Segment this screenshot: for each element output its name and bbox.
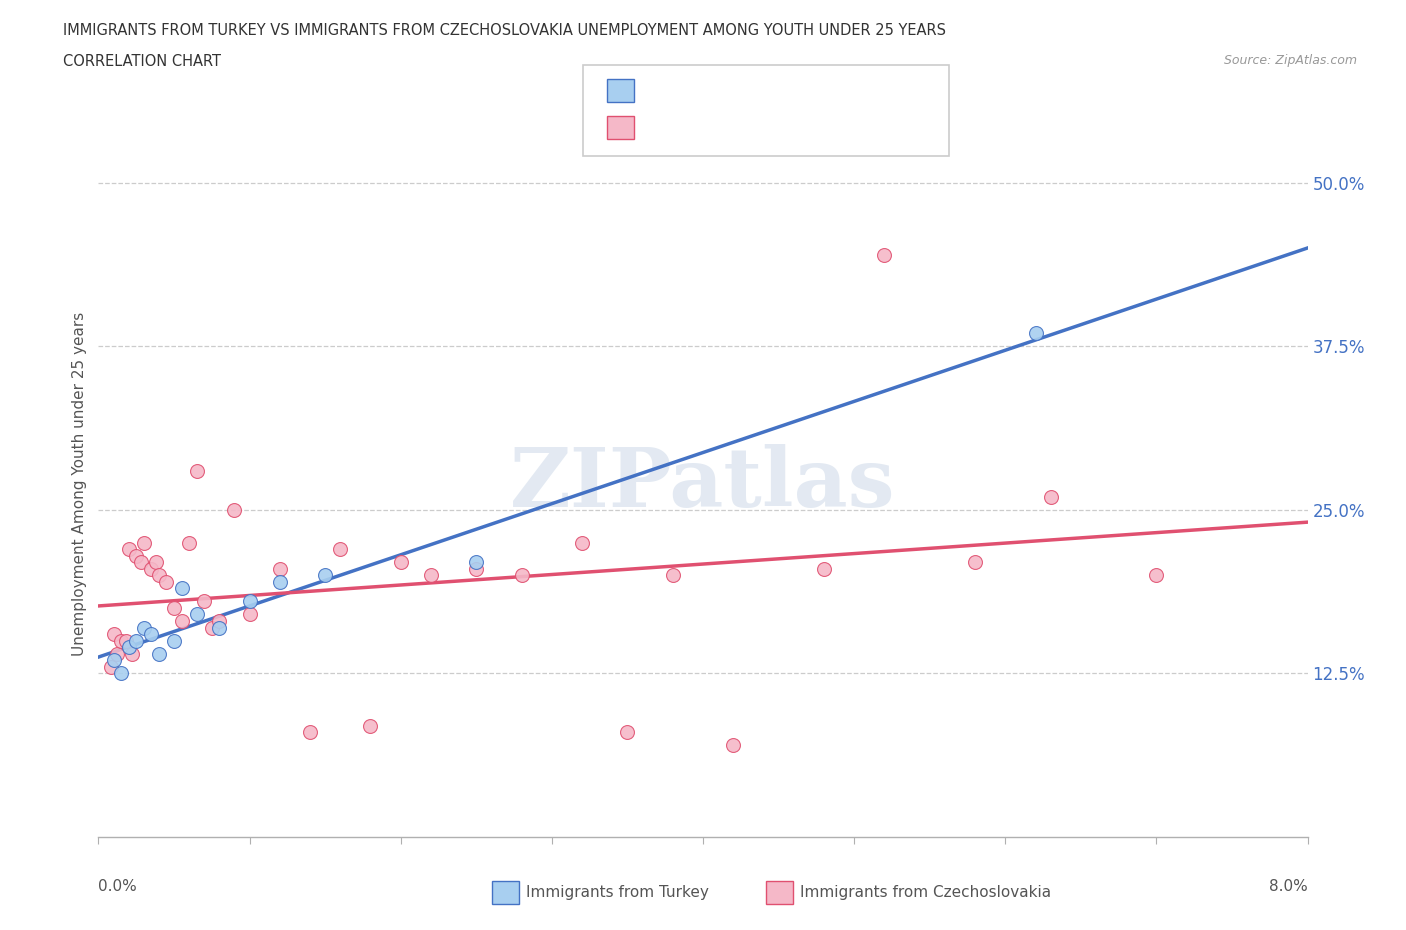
Point: [110, 666, 132, 681]
Point: [186, 463, 208, 478]
Point: [873, 247, 896, 262]
Point: [114, 633, 136, 648]
Text: R =: R =: [644, 81, 681, 100]
Text: CORRELATION CHART: CORRELATION CHART: [63, 54, 221, 69]
Point: [103, 653, 125, 668]
Text: N =: N =: [752, 81, 789, 100]
Point: [170, 614, 193, 629]
Point: [239, 594, 262, 609]
Text: 0.0%: 0.0%: [98, 880, 138, 895]
Text: 0.201: 0.201: [678, 118, 730, 137]
Point: [100, 659, 122, 674]
Point: [298, 724, 321, 739]
Point: [110, 633, 132, 648]
Point: [329, 541, 352, 556]
Point: [118, 640, 141, 655]
Text: Source: ZipAtlas.com: Source: ZipAtlas.com: [1223, 54, 1357, 67]
Point: [118, 541, 141, 556]
Point: [132, 535, 155, 550]
Point: [141, 627, 163, 642]
Point: [105, 646, 128, 661]
Point: [465, 554, 488, 569]
Point: [360, 718, 382, 733]
Text: R =: R =: [644, 118, 681, 137]
Point: [132, 620, 155, 635]
Point: [141, 561, 163, 576]
Point: [148, 646, 170, 661]
Point: [155, 575, 177, 590]
Point: [389, 554, 412, 569]
Text: 8.0%: 8.0%: [1268, 880, 1308, 895]
Point: [145, 554, 167, 569]
Text: IMMIGRANTS FROM TURKEY VS IMMIGRANTS FROM CZECHOSLOVAKIA UNEMPLOYMENT AMONG YOUT: IMMIGRANTS FROM TURKEY VS IMMIGRANTS FRO…: [63, 23, 946, 38]
Point: [121, 646, 143, 661]
Point: [163, 601, 186, 616]
Y-axis label: Unemployment Among Youth under 25 years: Unemployment Among Youth under 25 years: [72, 312, 87, 656]
Text: Immigrants from Czechoslovakia: Immigrants from Czechoslovakia: [800, 885, 1052, 900]
Point: [269, 575, 291, 590]
Point: [510, 568, 533, 583]
Point: [269, 561, 291, 576]
Point: [163, 633, 186, 648]
Point: [103, 627, 125, 642]
Text: 0.575: 0.575: [678, 81, 730, 100]
Point: [1144, 568, 1167, 583]
Point: [723, 737, 745, 752]
Point: [965, 554, 987, 569]
Point: [314, 568, 336, 583]
Text: 40: 40: [787, 118, 810, 137]
Point: [148, 568, 170, 583]
Point: [129, 554, 152, 569]
Point: [1039, 489, 1062, 504]
Point: [208, 620, 231, 635]
Point: [465, 561, 488, 576]
Point: [571, 535, 593, 550]
Point: [239, 607, 262, 622]
Point: [813, 561, 835, 576]
Point: [186, 607, 208, 622]
Point: [201, 620, 224, 635]
Point: [1024, 326, 1046, 340]
Point: [177, 535, 201, 550]
Point: [125, 548, 148, 563]
Point: [616, 724, 638, 739]
Point: [125, 633, 148, 648]
Point: [224, 502, 246, 517]
Point: [420, 568, 443, 583]
Text: Immigrants from Turkey: Immigrants from Turkey: [526, 885, 709, 900]
Point: [170, 581, 193, 596]
Text: N =: N =: [752, 118, 789, 137]
Point: [208, 614, 231, 629]
Text: 16: 16: [787, 81, 810, 100]
Point: [661, 568, 683, 583]
Text: ZIPatlas: ZIPatlas: [510, 444, 896, 524]
Point: [193, 594, 215, 609]
